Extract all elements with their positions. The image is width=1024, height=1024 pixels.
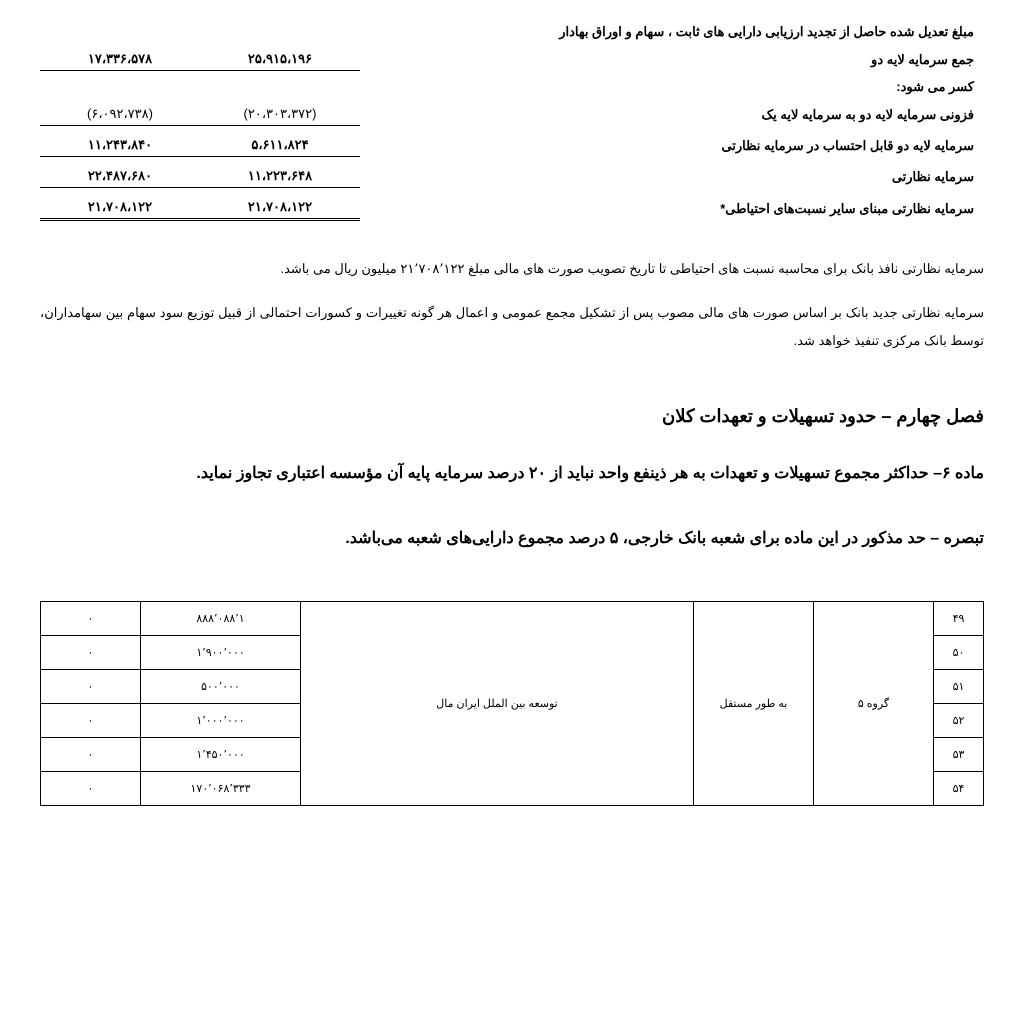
article-6-note: تبصره – حد مذکور در این ماده برای شعبه ب…: [40, 517, 984, 562]
row-value-prior: ۱۱،۲۴۳،۸۴۰: [40, 134, 200, 157]
facilities-detail-table: ۴۹گروه ۵به طور مستقلتوسعه بین الملل ایرا…: [40, 601, 984, 806]
row-index: ۵۱: [934, 670, 984, 704]
section-4-title: فصل چهارم – حدود تسهیلات و تعهدات کلان: [40, 406, 984, 427]
row-label: فزونی سرمایه لایه دو به سرمایه لایه یک: [360, 107, 984, 123]
summary-row: کسر می شود:: [40, 75, 984, 99]
row-label: سرمایه نظارتی: [360, 169, 984, 185]
row-index: ۵۴: [934, 772, 984, 806]
amount2-cell: ۰: [41, 772, 141, 806]
regulatory-capital-note-1: سرمایه نظارتی نافذ بانک برای محاسبه نسبت…: [40, 255, 984, 284]
amount2-cell: ۰: [41, 670, 141, 704]
row-value-current: ۵،۶۱۱،۸۲۴: [200, 134, 360, 157]
summary-row: سرمایه لایه دو قابل احتساب در سرمایه نظا…: [40, 130, 984, 161]
row-value-prior: ۲۲،۴۸۷،۶۸۰: [40, 165, 200, 188]
article-6: ماده ۶– حداکثر مجموع تسهیلات و تعهدات به…: [40, 452, 984, 497]
amount-cell: ۱٬۰۰۰٬۰۰۰: [141, 704, 301, 738]
amount-cell: ۸۸۸٬۰۸۸٬۱: [141, 602, 301, 636]
amount-cell: ۱٬۹۰۰٬۰۰۰: [141, 636, 301, 670]
row-index: ۴۹: [934, 602, 984, 636]
row-value-prior: ۱۷،۳۳۶،۵۷۸: [40, 48, 200, 71]
table-row: ۴۹گروه ۵به طور مستقلتوسعه بین الملل ایرا…: [41, 602, 984, 636]
row-value-current: ۲۵،۹۱۵،۱۹۶: [200, 48, 360, 71]
row-label: سرمایه لایه دو قابل احتساب در سرمایه نظا…: [360, 138, 984, 154]
summary-row: سرمایه نظارتی۱۱،۲۲۳،۶۴۸۲۲،۴۸۷،۶۸۰: [40, 161, 984, 192]
company-cell: توسعه بین الملل ایران مال: [301, 602, 694, 806]
row-index: ۵۰: [934, 636, 984, 670]
summary-row: مبلغ تعدیل شده حاصل از تجدید ارزیابی دار…: [40, 20, 984, 44]
summary-row: فزونی سرمایه لایه دو به سرمایه لایه یک(۲…: [40, 99, 984, 130]
row-value-prior: [40, 29, 200, 35]
row-label: کسر می شود:: [360, 79, 984, 95]
amount2-cell: ۰: [41, 704, 141, 738]
amount2-cell: ۰: [41, 738, 141, 772]
amount2-cell: ۰: [41, 636, 141, 670]
row-index: ۵۳: [934, 738, 984, 772]
status-cell: به طور مستقل: [694, 602, 814, 806]
summary-row: جمع سرمایه لایه دو۲۵،۹۱۵،۱۹۶۱۷،۳۳۶،۵۷۸: [40, 44, 984, 75]
summary-row: سرمایه نظارتی مبنای سایر نسبت‌های احتیاط…: [40, 192, 984, 225]
row-label: جمع سرمایه لایه دو: [360, 52, 984, 68]
row-value-prior: ۲۱،۷۰۸،۱۲۲: [40, 196, 200, 221]
row-value-prior: (۶،۰۹۲،۷۳۸): [40, 103, 200, 126]
amount-cell: ۱۷۰٬۰۶۸٬۳۳۳: [141, 772, 301, 806]
amount-cell: ۱٬۴۵۰٬۰۰۰: [141, 738, 301, 772]
row-index: ۵۲: [934, 704, 984, 738]
row-value-current: ۲۱،۷۰۸،۱۲۲: [200, 196, 360, 221]
row-value-current: (۲۰،۳۰۳،۳۷۲): [200, 103, 360, 126]
capital-summary-table: مبلغ تعدیل شده حاصل از تجدید ارزیابی دار…: [40, 20, 984, 225]
row-label: سرمایه نظارتی مبنای سایر نسبت‌های احتیاط…: [360, 201, 984, 217]
row-value-current: [200, 84, 360, 90]
amount-cell: ۵۰۰٬۰۰۰: [141, 670, 301, 704]
row-value-current: [200, 29, 360, 35]
group-cell: گروه ۵: [814, 602, 934, 806]
regulatory-capital-note-2: سرمایه نظارتی جدید بانک بر اساس صورت های…: [40, 299, 984, 356]
row-value-prior: [40, 84, 200, 90]
row-label: مبلغ تعدیل شده حاصل از تجدید ارزیابی دار…: [360, 24, 984, 40]
row-value-current: ۱۱،۲۲۳،۶۴۸: [200, 165, 360, 188]
amount2-cell: ۰: [41, 602, 141, 636]
